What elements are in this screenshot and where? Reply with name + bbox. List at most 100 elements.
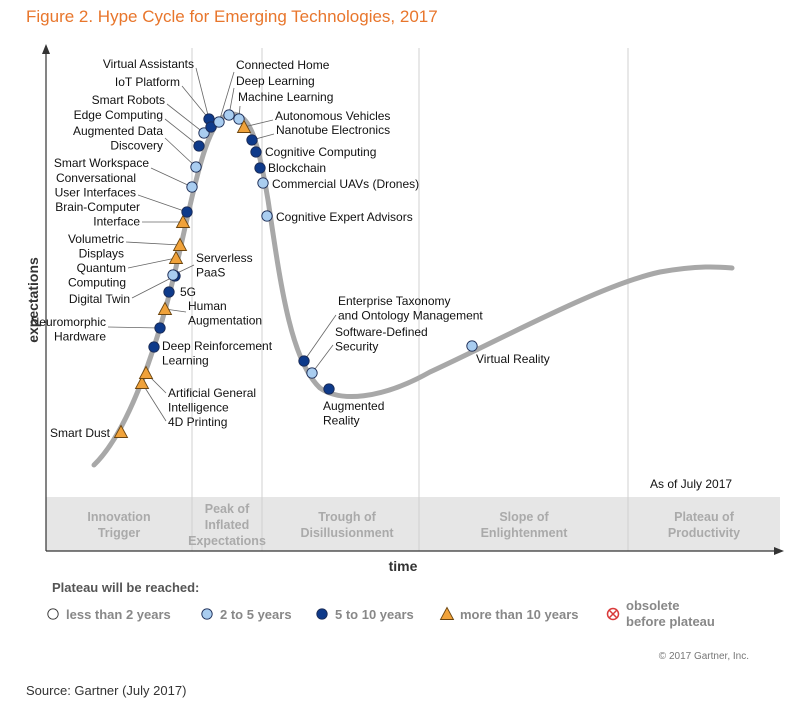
marker-4d-printing xyxy=(134,375,150,389)
legend-label-lt2: less than 2 years xyxy=(66,607,171,622)
label-line: Deep Reinforcement xyxy=(162,339,273,353)
label-iot-platform: IoT Platform xyxy=(115,75,180,89)
label-commercial-uavs-drones: Commercial UAVs (Drones) xyxy=(272,177,419,191)
marker-smart-workspace xyxy=(186,181,198,193)
x-axis-label: time xyxy=(389,558,418,574)
label-line: Reality xyxy=(323,414,360,428)
as-of-label: As of July 2017 xyxy=(650,477,732,491)
phase-label-trough-of-disillusionment: Trough of xyxy=(318,510,376,524)
label-line: Commercial UAVs (Drones) xyxy=(272,177,419,191)
phase-label-plateau-of-productivity: Productivity xyxy=(668,526,740,540)
label-line: Augmented xyxy=(323,399,384,413)
label-software-defined-security: Software-Defined Security xyxy=(335,325,428,354)
marker-5g xyxy=(163,286,175,298)
legend-label-line: more than 10 years xyxy=(460,607,579,622)
marker-conversational-user-interfaces xyxy=(181,206,193,218)
phase-band-fill xyxy=(46,497,780,551)
label-line: Blockchain xyxy=(268,161,326,175)
source-note: Source: Gartner (July 2017) xyxy=(26,683,187,698)
label-connected-home: Connected Home xyxy=(236,58,330,72)
label-5g: 5G xyxy=(180,285,196,299)
leader-edge-computing xyxy=(164,118,200,147)
phase-label-peak-of-inflated-expectations: Expectations xyxy=(188,534,266,548)
marker-cognitive-expert-advisors xyxy=(261,210,273,222)
label-line: Smart Dust xyxy=(50,426,111,440)
legend-marker-gt10 xyxy=(439,606,455,620)
label-line: Hardware xyxy=(54,330,106,344)
axes xyxy=(42,44,784,555)
phase-label-trough-of-disillusionment: Disillusionment xyxy=(300,526,394,540)
label-line: Volumetric xyxy=(68,232,124,246)
marker-brain-computer-interface xyxy=(175,214,191,228)
marker-enterprise-taxonomy-and-ontology-management xyxy=(298,355,310,367)
marker-quantum-computing xyxy=(168,250,184,264)
legend-label-5to10: 5 to 10 years xyxy=(335,607,414,622)
label-line: Discovery xyxy=(110,139,163,153)
label-line: Smart Robots xyxy=(92,93,165,107)
label-line: Brain-Computer xyxy=(55,200,140,214)
label-brain-computer-interface: Brain-Computer Interface xyxy=(55,200,140,229)
marker-commercial-uavs-drones xyxy=(257,177,269,189)
phase-label-innovation-trigger: Trigger xyxy=(98,526,141,540)
label-nanotube-electronics: Nanotube Electronics xyxy=(276,123,390,137)
x-axis-arrow xyxy=(774,547,784,555)
phase-band xyxy=(46,497,780,551)
label-line: User Interfaces xyxy=(55,186,136,200)
label-line: Cognitive Computing xyxy=(265,145,376,159)
label-line: Edge Computing xyxy=(74,108,163,122)
label-augmented-reality: Augmented Reality xyxy=(323,399,384,428)
label-machine-learning: Machine Learning xyxy=(238,90,333,104)
label-line: and Ontology Management xyxy=(338,309,483,323)
label-augmented-data-discovery: Augmented Data Discovery xyxy=(73,124,163,153)
label-4d-printing: 4D Printing xyxy=(168,415,227,429)
marker-blockchain xyxy=(254,162,266,174)
label-line: Nanotube Electronics xyxy=(276,123,390,137)
label-line: Interface xyxy=(93,215,140,229)
label-line: Learning xyxy=(162,354,209,368)
legend-title: Plateau will be reached: xyxy=(52,580,199,595)
leader-enterprise-taxonomy-and-ontology-management xyxy=(303,314,337,362)
marker-neuromorphic-hardware xyxy=(154,322,166,334)
label-deep-reinforcement-learning: Deep Reinforcement Learning xyxy=(162,339,273,368)
label-line: Human xyxy=(188,299,227,313)
marker-volumetric-displays xyxy=(172,237,188,251)
phase-label-slope-of-enlightenment: Slope of xyxy=(499,510,549,524)
label-virtual-assistants: Virtual Assistants xyxy=(103,57,194,71)
leader-autonomous-vehicles xyxy=(243,119,274,128)
marker-connected-home xyxy=(213,116,225,128)
label-neuromorphic-hardware: Neuromorphic Hardware xyxy=(31,315,107,344)
label-line: Software-Defined xyxy=(335,325,428,339)
label-digital-twin: Digital Twin xyxy=(69,292,130,306)
marker-edge-computing xyxy=(193,140,205,152)
leader-smart-robots xyxy=(166,103,205,134)
leader-iot-platform xyxy=(181,85,210,120)
label-deep-learning: Deep Learning xyxy=(236,74,315,88)
label-line: Neuromorphic xyxy=(31,315,106,329)
marker-machine-learning xyxy=(233,113,245,125)
marker-serverless-paas xyxy=(167,269,179,281)
marker-nanotube-electronics xyxy=(246,134,258,146)
label-artificial-general-intelligence: Artificial General Intelligence xyxy=(168,386,256,415)
label-line: Artificial General xyxy=(168,386,256,400)
label-line: Computing xyxy=(68,276,126,290)
label-smart-dust: Smart Dust xyxy=(50,426,111,440)
label-line: Smart Workspace xyxy=(54,156,149,170)
label-line: Virtual Reality xyxy=(476,352,550,366)
label-cognitive-expert-advisors: Cognitive Expert Advisors xyxy=(276,210,413,224)
marker-virtual-reality xyxy=(466,340,478,352)
legend-label-line: less than 2 years xyxy=(66,607,171,622)
label-enterprise-taxonomy-and-ontology-management: Enterprise Taxonomy and Ontology Manageme… xyxy=(338,294,483,323)
label-cognitive-computing: Cognitive Computing xyxy=(265,145,376,159)
marker-autonomous-vehicles xyxy=(236,119,252,133)
label-volumetric-displays: Volumetric Displays xyxy=(68,232,124,261)
label-virtual-reality: Virtual Reality xyxy=(476,352,550,366)
label-line: Autonomous Vehicles xyxy=(275,109,390,123)
leader-software-defined-security xyxy=(311,344,334,374)
leader-neuromorphic-hardware xyxy=(107,326,161,329)
label-line: Connected Home xyxy=(236,58,330,72)
label-line: Security xyxy=(335,340,378,354)
marker-deep-reinforcement-learning xyxy=(148,341,160,353)
label-line: Augmented Data xyxy=(73,124,163,138)
